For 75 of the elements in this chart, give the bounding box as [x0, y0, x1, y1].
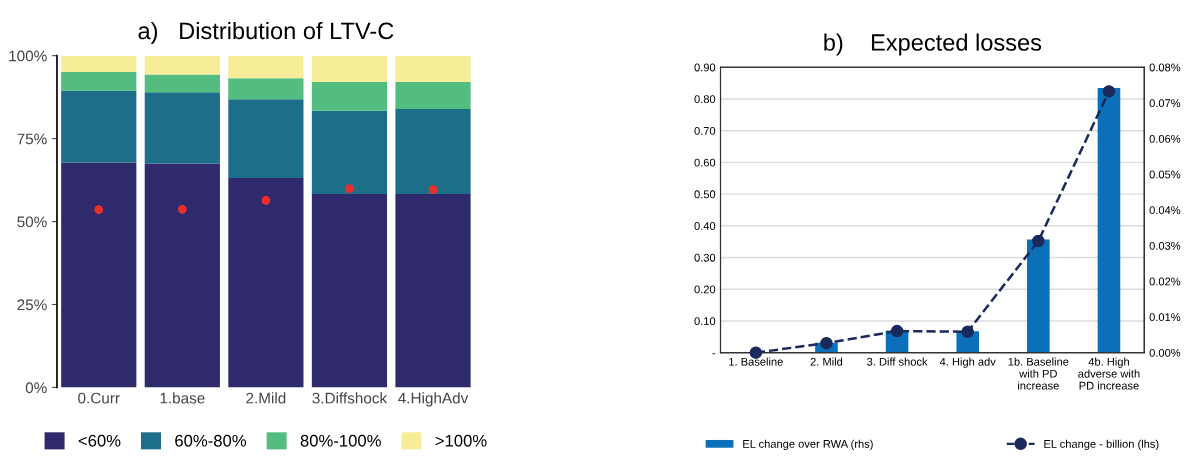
y-tick-label: -	[712, 353, 716, 355]
y-tick-label: 100%	[9, 50, 47, 62]
bar	[228, 99, 304, 179]
y2-tick-label: 0.03%	[1149, 241, 1181, 250]
bar	[228, 78, 304, 100]
y2-tick-label: 0.07%	[1149, 99, 1181, 108]
bar	[61, 71, 137, 91]
bar	[228, 178, 304, 388]
bar	[1097, 87, 1121, 353]
bar	[61, 90, 137, 163]
bar	[395, 55, 471, 82]
bar	[144, 92, 220, 164]
bar	[228, 55, 304, 79]
legend-label: <60%	[78, 434, 121, 447]
bar	[61, 55, 137, 72]
x-tick-label: 3.Diffshock	[312, 392, 388, 404]
point	[1102, 85, 1116, 98]
point	[94, 205, 104, 215]
chart-title: a) Distribution of LTV-C	[138, 21, 394, 44]
y-tick-label: 25%	[17, 299, 47, 311]
x-tick-label: 1.base	[160, 392, 205, 404]
y2-tick-label: 0.05%	[1149, 170, 1181, 179]
y2-tick-label: 0.08%	[1149, 63, 1181, 72]
bar	[311, 110, 388, 195]
y2-tick-label: 0.04%	[1149, 206, 1181, 215]
y2-tick-label: 0.06%	[1149, 134, 1181, 143]
bar	[1027, 239, 1050, 353]
legend-label: EL change over RWA (rhs)	[743, 439, 873, 451]
x-tick-label: 2.Mild	[246, 392, 286, 404]
y-tick-label: 0.60	[694, 158, 716, 167]
y-tick-label: 0.80	[694, 95, 716, 104]
point	[1032, 234, 1045, 248]
y-tick-label: 0.10	[694, 317, 716, 326]
point	[820, 336, 833, 350]
x-tick-label: 4.HighAdv	[398, 392, 469, 407]
y-tick-label: 0%	[25, 382, 47, 394]
point	[890, 324, 904, 338]
y2-tick-label: 0.00%	[1149, 348, 1181, 357]
bar	[311, 81, 388, 111]
bar	[311, 55, 388, 82]
bar	[311, 194, 388, 388]
point	[177, 204, 187, 214]
x-tick-label: 4. High adv	[939, 357, 996, 368]
point	[961, 325, 974, 338]
y-tick-label: 0.40	[694, 222, 716, 230]
bar	[144, 55, 220, 75]
y-tick-label: 0.70	[694, 126, 716, 135]
y-tick-label: 0.20	[694, 285, 716, 294]
y-tick-label: 75%	[17, 133, 47, 145]
x-tick-label: 3. Diff shock	[867, 357, 928, 366]
chart-title: b) Expected losses	[824, 33, 1042, 56]
y-tick-label: 0.50	[694, 190, 716, 199]
point	[345, 184, 354, 194]
bar	[395, 109, 471, 195]
legend-label: 80%-100%	[300, 434, 381, 447]
y2-tick-label: 0.01%	[1149, 313, 1181, 322]
x-tick-label: 4b. High adverse with PD increase	[1078, 357, 1140, 390]
bar	[395, 81, 471, 110]
bar	[144, 74, 220, 93]
point	[428, 185, 438, 195]
legend-label: 60%-80%	[175, 434, 247, 447]
x-tick-label: 0.Curr	[78, 392, 120, 404]
bar	[61, 162, 137, 388]
y-tick-label: 0.30	[694, 253, 716, 262]
bar	[395, 194, 471, 388]
legend-label: >100%	[435, 434, 487, 447]
point	[261, 195, 271, 205]
x-tick-label: 2. Mild	[810, 357, 843, 366]
y-tick-label: 0.90	[694, 63, 716, 72]
x-tick-label: 1b. Baseline with PD increase	[1008, 357, 1069, 390]
y2-tick-label: 0.02%	[1149, 277, 1181, 286]
bar	[144, 163, 220, 388]
legend-label: EL change - billion (lhs)	[1044, 439, 1159, 451]
y-tick-label: 50%	[17, 216, 47, 228]
x-tick-label: 1. Baseline	[729, 357, 783, 366]
